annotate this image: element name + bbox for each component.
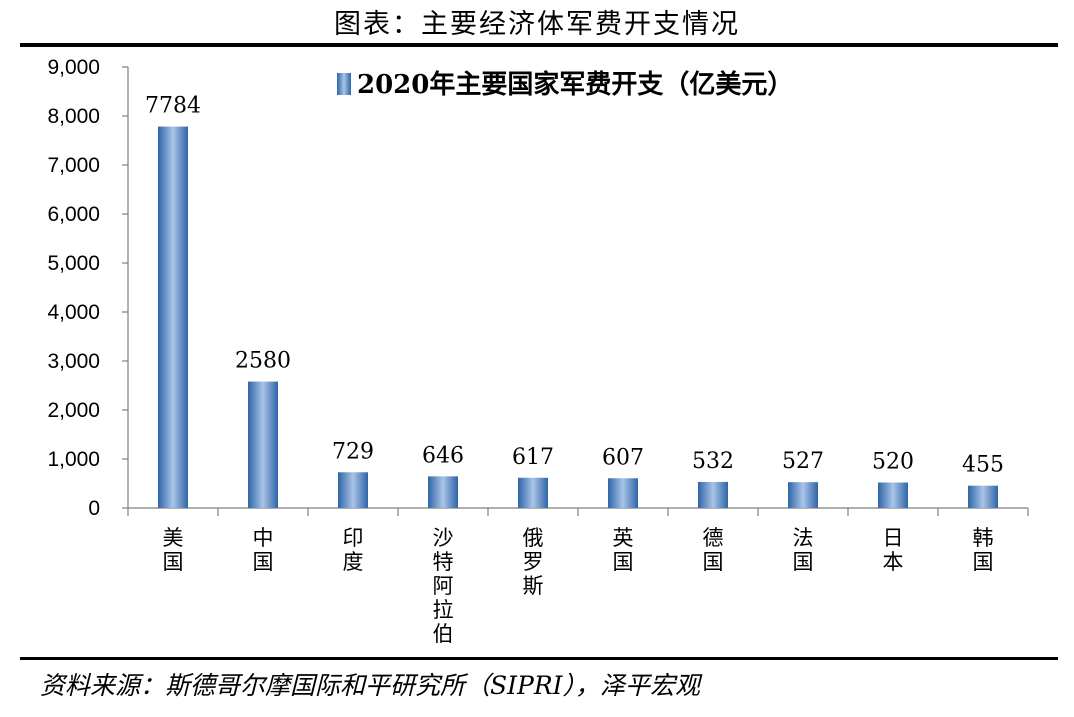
data-label: 455 <box>962 453 1004 478</box>
bar <box>608 478 638 508</box>
x-tick-label: 英国 <box>613 526 634 574</box>
y-tick-label: 5,000 <box>47 252 100 275</box>
x-tick-label: 美国 <box>163 526 184 574</box>
y-tick-label: 0 <box>88 497 100 520</box>
legend-label: 2020年主要国家军费开支（亿美元） <box>357 69 793 100</box>
data-label: 532 <box>692 449 734 474</box>
bar <box>158 126 188 509</box>
legend-swatch <box>337 73 351 95</box>
source-note: 资料来源：斯德哥尔摩国际和平研究所（SIPRI），泽平宏观 <box>40 671 701 700</box>
bar <box>338 472 368 508</box>
bar <box>698 481 728 508</box>
bar <box>968 485 998 508</box>
data-label: 527 <box>782 449 824 474</box>
bar-chart: 0 1,000 2,000 3,000 4,000 5,000 6,000 7,000 8,00… <box>47 56 1029 646</box>
y-tick-label: 3,000 <box>47 350 100 373</box>
y-tick-label: 4,000 <box>47 301 100 324</box>
bar <box>428 476 458 508</box>
data-label: 2580 <box>235 349 291 374</box>
data-label: 607 <box>602 445 644 470</box>
x-tick-label: 中国 <box>253 526 274 574</box>
y-tick-label: 2,000 <box>47 399 100 422</box>
y-tick-label: 1,000 <box>47 448 100 471</box>
top-rule <box>20 43 1058 47</box>
data-label: 729 <box>332 439 374 464</box>
x-tick-label: 日本 <box>883 526 904 574</box>
bottom-rule <box>20 657 1058 660</box>
data-label: 520 <box>872 450 914 475</box>
bar <box>878 482 908 508</box>
x-tick-label: 韩国 <box>973 526 994 574</box>
x-tick-label: 法国 <box>793 526 814 574</box>
y-tick-label: 6,000 <box>47 203 100 226</box>
bar <box>248 381 278 508</box>
x-tick-label: 俄罗斯 <box>523 526 544 598</box>
y-tick-label: 7,000 <box>47 154 100 177</box>
y-tick-label: 9,000 <box>47 56 100 79</box>
data-label: 617 <box>512 445 554 470</box>
x-tick-label: 沙特阿拉伯 <box>433 526 454 646</box>
x-tick-label: 印度 <box>343 526 364 574</box>
data-label: 7784 <box>145 94 201 119</box>
y-tick-label: 8,000 <box>47 105 100 128</box>
data-label: 646 <box>422 443 464 468</box>
x-tick-label: 德国 <box>703 526 724 574</box>
page-title: 图表：主要经济体军费开支情况 <box>334 9 740 40</box>
bar <box>518 477 548 508</box>
bar <box>788 482 818 508</box>
